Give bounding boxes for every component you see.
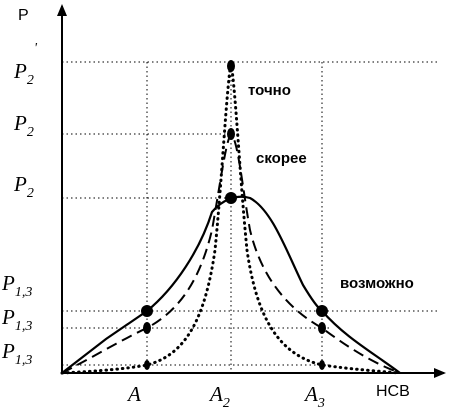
curve-label-exact: точно: [248, 82, 291, 99]
point-likely-a3: [318, 322, 326, 334]
y-tick-p2-prime-mark: ': [34, 41, 38, 56]
point-possible-a2: [225, 192, 237, 204]
curve-label-possible: возможно: [340, 275, 414, 292]
y-tick-p13-top: P1,3: [1, 271, 32, 300]
point-exact-a: [144, 360, 150, 370]
y-tick-p2-low: P2: [13, 172, 34, 201]
y-tick-p13-mid: P1,3: [1, 305, 32, 334]
point-exact-a3: [319, 360, 325, 370]
curve-possible: [61, 195, 401, 374]
y-axis-label: P: [18, 7, 29, 24]
curve-exact: [60, 61, 402, 375]
x-tick-a3: A3: [303, 382, 325, 408]
curve-label-likely: скорее: [256, 150, 307, 167]
x-tick-a: A: [126, 382, 141, 406]
y-tick-p2-mid: P2: [13, 111, 34, 140]
x-axis-label: НСВ: [376, 383, 410, 400]
point-possible-a: [141, 305, 153, 317]
point-likely-a: [143, 322, 151, 334]
y-tick-p13-low: P1,3: [1, 339, 32, 368]
point-possible-a3: [316, 305, 328, 317]
y-tick-p2-prime: P2: [13, 59, 34, 88]
reference-lines: [62, 61, 440, 373]
curve-points: [141, 60, 328, 370]
point-likely-a2: [227, 128, 235, 140]
x-tick-a2: A2: [208, 382, 230, 408]
point-exact-a2: [227, 60, 235, 72]
